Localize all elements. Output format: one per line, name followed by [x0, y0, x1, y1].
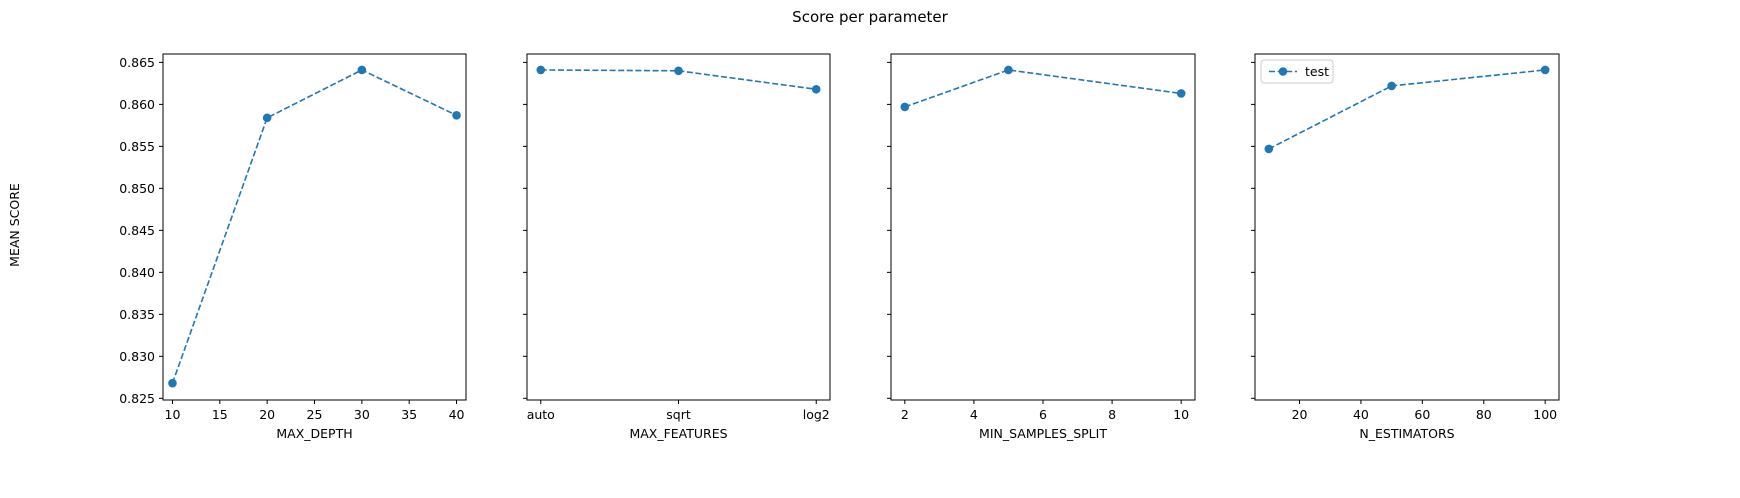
data-point [1004, 65, 1013, 75]
x-axis-label: MAX_DEPTH [276, 426, 352, 441]
subplot-4: 20 40 60 80 100 N_ESTIMATORS test [1251, 53, 1560, 441]
data-point [674, 66, 683, 76]
x-tick-label: 10 [1173, 407, 1189, 422]
data-point [900, 102, 910, 112]
data-point [1176, 89, 1186, 98]
x-tick-label: sqrt [666, 407, 691, 422]
y-tick-label: 0.830 [119, 349, 155, 364]
x-axis-label: MAX_FEATURES [629, 426, 727, 441]
x-tick-label: 60 [1414, 407, 1430, 422]
x-tick-label: 4 [970, 407, 978, 422]
x-tick-label: log2 [803, 407, 830, 422]
x-tick-label: 8 [1108, 407, 1116, 422]
legend-marker [1278, 67, 1288, 76]
legend-label: test [1305, 64, 1329, 79]
data-point [262, 113, 272, 123]
x-tick-label: 20 [259, 407, 275, 422]
y-tick-label: 0.855 [119, 139, 155, 154]
x-tick-label: 6 [1039, 407, 1047, 422]
figure-y-axis-label: MEAN SCORE [7, 183, 22, 267]
x-tick-label: 80 [1476, 407, 1492, 422]
x-tick-label: 25 [307, 407, 323, 422]
subplot-3: 2 4 6 8 10 MIN_SAMPLES_SPLIT [887, 53, 1196, 441]
data-point [168, 378, 177, 388]
data-point [452, 111, 461, 120]
x-axis-label: MIN_SAMPLES_SPLIT [979, 426, 1107, 441]
subplots: 0.825 0.830 0.835 0.840 0.845 0.850 0.855 0.860… [119, 53, 1560, 441]
y-tick-label: 0.845 [119, 223, 155, 238]
x-tick-label: 40 [449, 407, 465, 422]
x-tick-label: 35 [401, 407, 417, 422]
data-point [1387, 81, 1396, 91]
y-tick-label: 0.860 [119, 97, 155, 112]
x-tick-label: 40 [1353, 407, 1369, 422]
data-point [811, 84, 821, 94]
y-tick-label: 0.825 [119, 391, 155, 406]
x-tick-label: 20 [1292, 407, 1308, 422]
y-tick-label: 0.850 [119, 181, 155, 196]
x-tick-label: 30 [354, 407, 370, 422]
x-tick-label: 15 [212, 407, 228, 422]
data-point [536, 65, 546, 75]
subplot-2: auto sqrt log2 MAX_FEATURES [523, 53, 831, 441]
x-axis-label: N_ESTIMATORS [1359, 426, 1454, 441]
axes-frame [1254, 53, 1560, 401]
series-line [904, 69, 1182, 108]
x-tick-label: 100 [1533, 407, 1557, 422]
x-tick-label: 2 [901, 407, 909, 422]
x-tick-label: 10 [165, 407, 181, 422]
data-point [1540, 65, 1550, 75]
x-tick-label: auto [527, 407, 555, 422]
subplot-1: 0.825 0.830 0.835 0.840 0.845 0.850 0.855 0.860… [119, 53, 467, 441]
data-point [1264, 144, 1274, 154]
y-tick-label: 0.840 [119, 265, 155, 280]
y-tick-label: 0.865 [119, 55, 155, 70]
series-line [171, 69, 457, 384]
figure-title: Score per parameter [792, 8, 948, 26]
data-point [357, 65, 367, 75]
y-tick-label: 0.835 [119, 307, 155, 322]
